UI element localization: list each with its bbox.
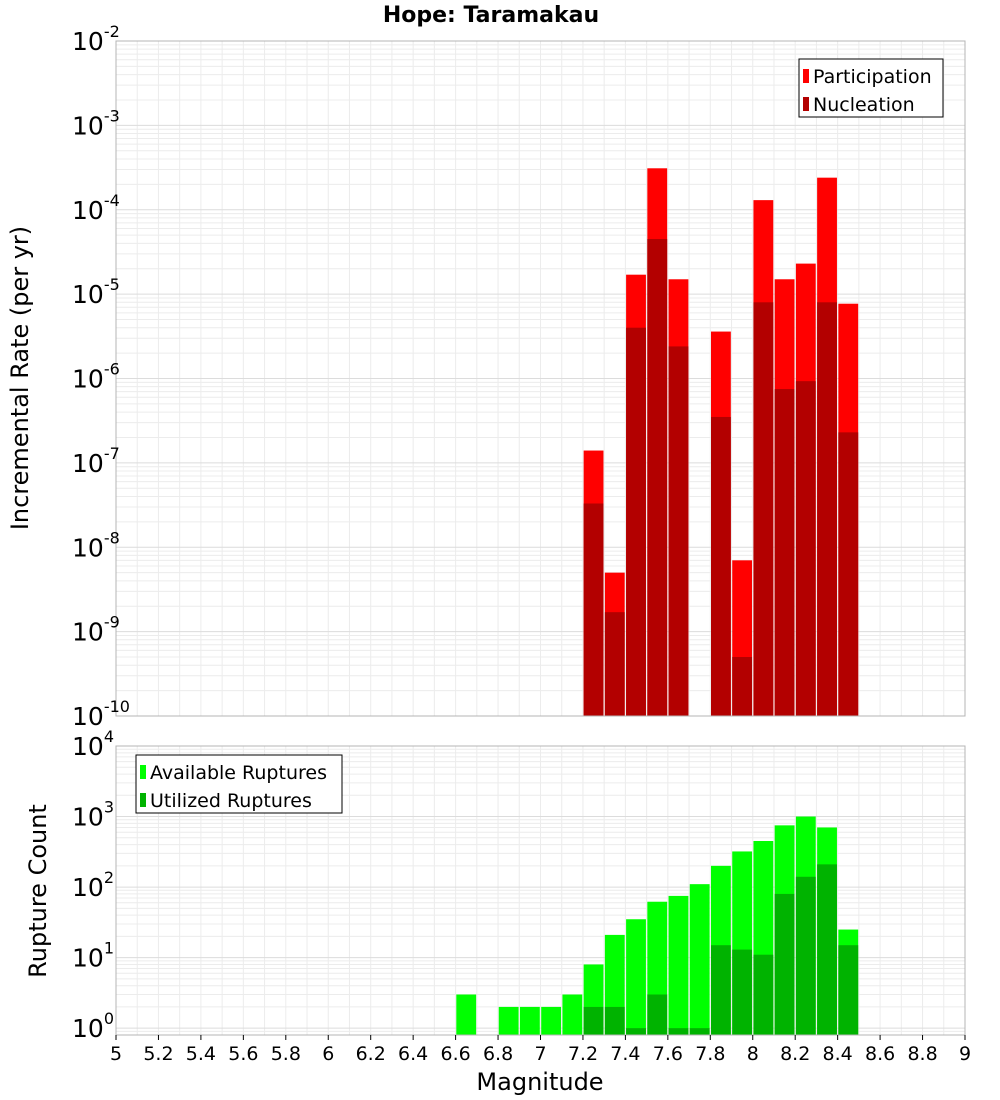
count-bar-primary [689, 884, 710, 1035]
count-bar-secondary [774, 893, 795, 1035]
count-bar-secondary [732, 949, 753, 1035]
count-bar-primary [562, 994, 583, 1035]
count-bar-secondary [711, 945, 731, 1035]
x-tick-label: 8.8 [907, 1043, 937, 1065]
rate-legend-swatch [803, 97, 809, 111]
count-bars [456, 816, 859, 1035]
x-tick-label: 8.4 [823, 1043, 853, 1065]
count-bar-secondary [838, 945, 859, 1035]
x-tick-label: 5.2 [143, 1043, 173, 1065]
rate-legend-label: Nucleation [813, 94, 915, 116]
rate-y-tick-label: 10-4 [72, 191, 120, 225]
x-tick-label: 5.4 [186, 1043, 216, 1065]
rate-y-tick-label: 10-2 [72, 22, 120, 56]
rate-plot-frame [115, 40, 966, 717]
count-legend-swatch [140, 793, 146, 807]
count-bar-primary [626, 919, 646, 1035]
rate-y-tick-label: 10-3 [72, 106, 120, 140]
count-y-tick-label: 100 [72, 1009, 114, 1043]
count-y-tick-label: 101 [72, 939, 114, 973]
rate-bar-secondary [838, 432, 859, 716]
count-bar-primary [498, 1006, 519, 1035]
count-bar-secondary [626, 1028, 646, 1035]
rate-bar-secondary [732, 657, 753, 716]
rate-y-axis-label: Incremental Rate (per yr) [6, 226, 34, 530]
x-tick-label: 7.8 [695, 1043, 725, 1065]
count-bar-secondary [817, 864, 837, 1035]
x-tick-label: 7.6 [653, 1043, 683, 1065]
rate-bar-secondary [753, 302, 774, 716]
x-tick-label: 8 [747, 1043, 759, 1065]
count-y-tick-label: 104 [72, 727, 114, 761]
rate-panel: 10-10 10-9 10-8 10-7 10-6 10-5 10-4 10-3 10-2 In… [6, 22, 966, 731]
rate-bar-secondary [668, 346, 689, 716]
rate-y-tick-label: 10-10 [72, 697, 130, 731]
rate-y-tick-label: 10-6 [72, 360, 120, 394]
magnitude-x-ticks: 5 5.2 5.4 5.6 5.8 6 6.2 6.4 6.6 6.8 7 7.2 7.4 7.6 7.8 8… [110, 1035, 971, 1065]
count-legend-label: Available Ruptures [150, 762, 327, 784]
rate-y-ticks: 10-10 10-9 10-8 10-7 10-6 10-5 10-4 10-3 10-2 [72, 22, 130, 731]
rate-bar-secondary [626, 327, 646, 716]
count-legend-box [135, 754, 343, 814]
count-bar-secondary [668, 1028, 689, 1035]
count-y-tick-label: 102 [72, 868, 114, 902]
rate-bar-secondary [647, 239, 668, 716]
count-bar-secondary [647, 994, 668, 1035]
count-bar-secondary [604, 1006, 625, 1035]
x-tick-label: 6.2 [356, 1043, 386, 1065]
rate-bar-secondary [774, 389, 795, 716]
rate-legend-swatch [803, 69, 809, 83]
x-tick-label: 5.8 [271, 1043, 301, 1065]
count-bar-primary [519, 1006, 540, 1035]
rate-y-tick-label: 10-9 [72, 613, 120, 647]
count-bar-secondary [795, 876, 816, 1035]
x-tick-label: 6 [322, 1043, 334, 1065]
chart-title: Hope: Taramakau [383, 3, 599, 28]
rate-y-tick-label: 10-7 [72, 444, 120, 478]
x-tick-label: 5.6 [228, 1043, 258, 1065]
rate-legend: Participation Nucleation [798, 58, 944, 118]
rate-legend-label: Participation [813, 66, 932, 88]
rate-bar-secondary [604, 612, 625, 716]
rate-bar-secondary [795, 381, 816, 716]
x-tick-label: 7.4 [610, 1043, 640, 1065]
x-tick-label: 7 [534, 1043, 546, 1065]
rate-y-tick-label: 10-5 [72, 275, 120, 309]
count-bar-primary [668, 895, 689, 1035]
x-tick-label: 5 [110, 1043, 122, 1065]
x-tick-label: 8.2 [780, 1043, 810, 1065]
x-axis-label: Magnitude [476, 1068, 603, 1096]
count-panel: 100 101 102 103 104 5 5.2 5.4 5.6 5.8 6 6.2 6.4 6.6 6… [24, 727, 971, 1096]
x-tick-label: 9 [959, 1043, 971, 1065]
x-tick-label: 6.6 [440, 1043, 470, 1065]
rate-bar-secondary [711, 416, 731, 716]
rate-y-tick-label: 10-8 [72, 528, 120, 562]
count-bar-primary [456, 994, 477, 1035]
count-y-ticks: 100 101 102 103 104 [72, 727, 114, 1043]
count-legend: Available Ruptures Utilized Ruptures [135, 754, 343, 814]
count-bar-primary [541, 1006, 562, 1035]
x-tick-label: 6.4 [398, 1043, 428, 1065]
count-bar-secondary [583, 1006, 604, 1035]
count-y-axis-label: Rupture Count [24, 804, 52, 978]
rate-legend-box [798, 58, 944, 118]
x-tick-label: 8.6 [865, 1043, 895, 1065]
x-tick-label: 7.2 [568, 1043, 598, 1065]
count-bar-secondary [689, 1028, 710, 1035]
count-legend-label: Utilized Ruptures [150, 790, 312, 812]
count-y-tick-label: 103 [72, 798, 114, 832]
x-tick-label: 6.8 [483, 1043, 513, 1065]
rate-bar-secondary [583, 503, 604, 716]
rate-bar-secondary [817, 302, 837, 716]
count-legend-swatch [140, 765, 146, 779]
rate-grid [115, 41, 966, 717]
rate-bars [583, 168, 859, 716]
count-bar-secondary [753, 954, 774, 1035]
